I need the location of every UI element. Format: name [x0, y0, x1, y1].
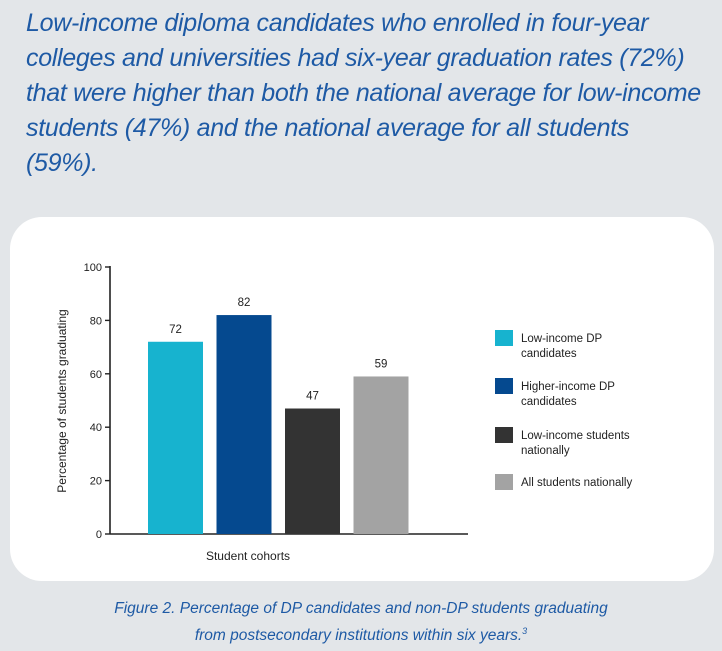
bar-value-label: 82 — [238, 297, 251, 309]
bar — [353, 376, 409, 534]
legend-label: Low-income DP candidates — [521, 333, 602, 360]
bars: 72 82 47 59 — [148, 297, 409, 534]
headline: Low-income diploma candidates who enroll… — [26, 9, 701, 177]
y-axis-title: Percentage of students graduating — [55, 309, 69, 492]
legend-swatch — [495, 378, 513, 394]
legend-swatch — [495, 474, 513, 490]
y-tick-label: 0 — [96, 529, 102, 541]
y-axis: 0 20 40 60 80 100 — [84, 262, 468, 541]
x-axis-title: Student cohorts — [206, 549, 290, 563]
bar-value-label: 72 — [169, 324, 182, 336]
legend-swatch — [495, 427, 513, 443]
y-tick-label: 40 — [90, 422, 102, 434]
legend: Low-income DP candidates Higher-income DP c… — [495, 330, 632, 490]
y-tick-label: 100 — [84, 262, 102, 274]
figure-caption: Figure 2. Percentage of DP candidates an… — [0, 598, 722, 647]
y-tick-label: 60 — [90, 369, 102, 381]
y-tick-label: 20 — [90, 476, 102, 488]
legend-label: Low-income students nationally — [521, 430, 630, 457]
y-tick-label: 80 — [90, 315, 102, 327]
bar — [148, 341, 203, 534]
legend-swatch — [495, 330, 513, 346]
bar — [216, 315, 272, 534]
caption-footnote-marker: 3 — [522, 626, 528, 636]
caption-line-1: Figure 2. Percentage of DP candidates an… — [114, 600, 608, 617]
caption-line-2: from postsecondary institutions within s… — [194, 627, 523, 645]
legend-label: All students nationally — [521, 477, 632, 489]
legend-label: Higher-income DP candidates — [521, 381, 615, 408]
bar-value-label: 47 — [306, 391, 319, 403]
bar — [285, 408, 340, 534]
bar-value-label: 59 — [375, 358, 388, 370]
